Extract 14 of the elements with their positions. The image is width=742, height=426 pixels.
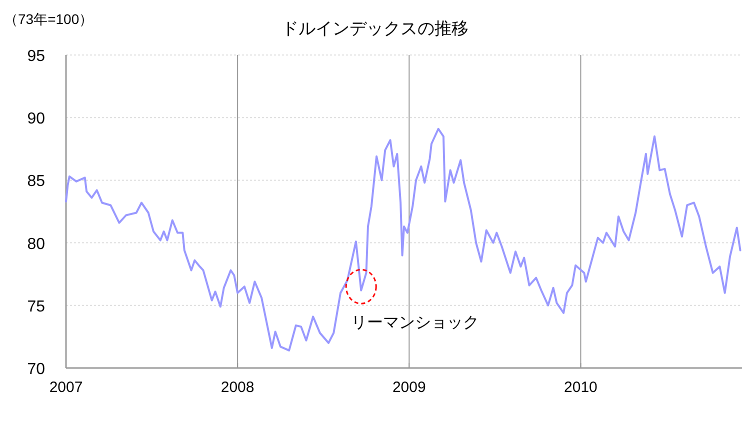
- y-axis-title: （73年=100）: [4, 11, 94, 27]
- y-tick-label: 75: [27, 298, 46, 316]
- y-tick-label: 80: [27, 236, 46, 253]
- y-tick-label: 90: [27, 110, 46, 128]
- chart-title: ドルインデックスの推移: [282, 19, 468, 38]
- y-tick-label: 70: [27, 361, 46, 378]
- x-tick-label: 2007: [49, 379, 83, 396]
- y-tick-label: 85: [27, 173, 46, 190]
- y-tick-label: 95: [27, 48, 46, 65]
- x-tick-label: 2008: [220, 379, 254, 396]
- annotation: リーマンショック: [351, 314, 480, 332]
- x-tick-label: 2009: [392, 379, 426, 396]
- line-series: [65, 128, 742, 352]
- x-tick-label: 2010: [564, 379, 598, 396]
